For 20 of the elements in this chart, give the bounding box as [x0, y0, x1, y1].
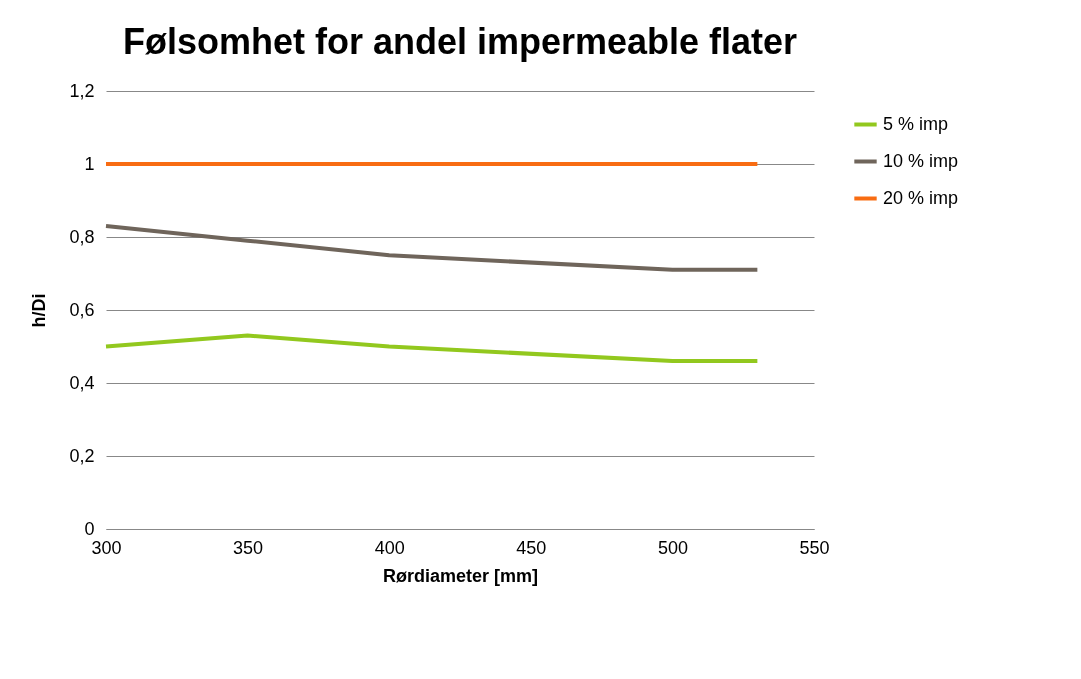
- legend-label: 5 % imp: [883, 113, 949, 134]
- legend-label: 20 % imp: [883, 187, 959, 208]
- x-tick-label: 550: [799, 537, 830, 558]
- y-tick-label: 1,2: [69, 80, 95, 101]
- x-tick-label: 500: [657, 537, 688, 558]
- legend-label: 10 % imp: [883, 150, 959, 171]
- y-tick-label: 0,2: [69, 445, 95, 466]
- x-tick-label: 450: [516, 537, 547, 558]
- x-axis-title: Rørdiameter [mm]: [382, 565, 539, 586]
- x-tick-label: 400: [374, 537, 405, 558]
- x-tick-label: 350: [233, 537, 264, 558]
- y-tick-label: 0,4: [69, 372, 95, 393]
- y-axis-title: h/Di: [29, 293, 50, 328]
- chart-title: Følsomhet for andel impermeable flater: [122, 21, 798, 62]
- y-tick-label: 0,8: [69, 226, 95, 247]
- y-tick-label: 0: [84, 518, 95, 539]
- y-tick-label: 1: [84, 153, 95, 174]
- y-tick-label: 0,6: [69, 299, 95, 320]
- line-series: [104, 224, 760, 272]
- x-tick-label: 300: [91, 537, 122, 558]
